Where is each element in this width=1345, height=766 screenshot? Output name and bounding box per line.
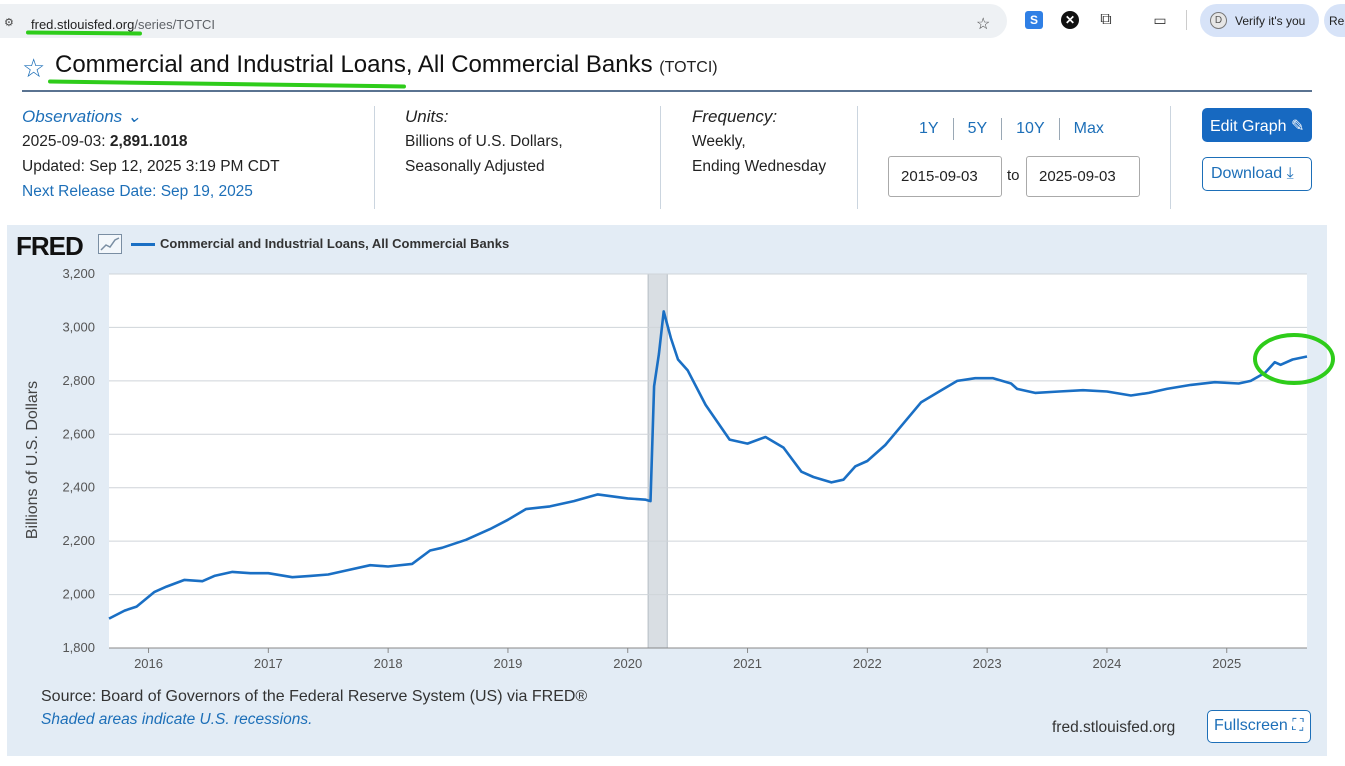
verify-label: Verify it's you — [1235, 14, 1306, 28]
divider — [660, 106, 661, 209]
url-text[interactable]: fred.stlouisfed.org/series/TOTCI — [31, 17, 215, 32]
divider — [1170, 106, 1171, 209]
fred-logo: FRED — [16, 231, 84, 261]
latest-observation: 2025-09-03: 2,891.1018 — [22, 129, 280, 154]
browser-toolbar: ⚙ fred.stlouisfed.org/series/TOTCI ☆ S ✕… — [0, 0, 1345, 42]
verify-profile-button[interactable]: D Verify it's you — [1200, 4, 1319, 37]
y-tick-label: 2,600 — [62, 426, 95, 441]
plot-area — [109, 274, 1307, 648]
divider — [374, 106, 375, 209]
units-heading: Units: — [405, 107, 449, 126]
x-tick-label: 2016 — [134, 656, 163, 671]
fullscreen-button[interactable]: Fullscreen ⛶ — [1207, 710, 1311, 743]
s-extension-icon[interactable]: S — [1025, 11, 1043, 29]
units-line2: Seasonally Adjusted — [405, 158, 545, 175]
fullscreen-label: Fullscreen — [1214, 717, 1288, 734]
frequency-block: Frequency: Weekly, Ending Wednesday — [692, 104, 826, 179]
y-tick-label: 2,000 — [62, 587, 95, 602]
next-release-link[interactable]: Next Release Date: Sep 19, 2025 — [22, 183, 253, 200]
x-tick-label: 2021 — [733, 656, 762, 671]
cast-icon[interactable]: ▭ — [1153, 11, 1167, 28]
x-tick-label: 2017 — [254, 656, 283, 671]
toolbar-divider — [1186, 10, 1187, 30]
to-label: to — [1007, 167, 1020, 184]
annotation-circle — [1253, 333, 1335, 385]
page-title: Commercial and Industrial Loans, All Com… — [55, 51, 718, 79]
observations-heading: Observations — [22, 107, 123, 126]
y-tick-label: 2,400 — [62, 480, 95, 495]
favorite-star-icon[interactable]: ☆ — [22, 53, 46, 83]
range-max-button[interactable]: Max — [1073, 120, 1104, 137]
x-tick-label: 2023 — [973, 656, 1002, 671]
grid — [109, 273, 1307, 649]
frequency-heading: Frequency: — [692, 107, 778, 126]
divider — [857, 106, 858, 209]
x-tick-label: 2025 — [1212, 656, 1241, 671]
observations-toggle[interactable]: Observations ⌄ — [22, 104, 280, 129]
edit-graph-button[interactable]: Edit Graph ✎ — [1202, 108, 1312, 142]
updated-text: Updated: Sep 12, 2025 3:19 PM CDT — [22, 158, 280, 175]
source-text: Source: Board of Governors of the Federa… — [41, 688, 588, 705]
edit-icon: ✎ — [1290, 118, 1305, 135]
observations-block: Observations ⌄ 2025-09-03: 2,891.1018 Up… — [22, 104, 280, 204]
end-date-input[interactable]: 2025-09-03 — [1026, 156, 1140, 197]
recession-note: Shaded areas indicate U.S. recessions. — [41, 711, 313, 728]
extensions-puzzle-icon[interactable]: ⧉ — [1100, 11, 1112, 28]
edit-graph-label: Edit Graph — [1210, 118, 1287, 135]
units-block: Units: Billions of U.S. Dollars, Seasona… — [405, 104, 563, 179]
download-label: Download — [1211, 165, 1283, 182]
frequency-line1: Weekly, — [692, 133, 746, 150]
address-bar[interactable]: ⚙ fred.stlouisfed.org/series/TOTCI ☆ — [0, 4, 1007, 38]
x-extension-icon[interactable]: ✕ — [1061, 11, 1079, 29]
series-title: Commercial and Industrial Loans, All Com… — [55, 51, 653, 78]
y-tick-label: 2,200 — [62, 533, 95, 548]
legend-label: Commercial and Industrial Loans, All Com… — [160, 236, 510, 251]
title-divider — [22, 90, 1312, 92]
range-1y-button[interactable]: 1Y — [905, 118, 954, 140]
range-buttons: 1Y 5Y 10Y Max — [905, 118, 1118, 140]
avatar: D — [1210, 12, 1227, 29]
download-button[interactable]: Download ⤓ — [1202, 157, 1312, 191]
bookmark-star-icon[interactable]: ☆ — [976, 16, 991, 33]
range-5y-button[interactable]: 5Y — [954, 118, 1003, 140]
observation-value: 2,891.1018 — [109, 133, 188, 150]
url-path: /series/TOTCI — [134, 17, 216, 32]
range-10y-button[interactable]: 10Y — [1002, 118, 1060, 140]
y-tick-label: 3,200 — [62, 266, 95, 281]
frequency-line2: Ending Wednesday — [692, 158, 827, 175]
x-tick-label: 2019 — [493, 656, 522, 671]
axis-ticks: 1,800 2,000 2,200 2,400 2,600 2,800 3,000 3,200… — [62, 266, 1307, 671]
x-tick-label: 2020 — [613, 656, 642, 671]
logo-chart-icon — [98, 234, 122, 254]
chevron-down-icon: ⌄ — [126, 107, 142, 126]
observation-date: 2025-09-03: — [22, 133, 106, 150]
download-icon: ⤓ — [1286, 165, 1294, 182]
x-tick-label: 2018 — [374, 656, 403, 671]
fred-url-text: fred.stlouisfed.org — [1052, 719, 1176, 736]
url-host: fred.stlouisfed.org — [31, 17, 135, 32]
series-line — [108, 310, 1308, 620]
series-lines — [108, 310, 1308, 620]
extra-toolbar-button[interactable]: Re — [1324, 4, 1345, 37]
x-tick-label: 2022 — [853, 656, 882, 671]
x-tick-label: 2024 — [1092, 656, 1121, 671]
y-tick-label: 2,800 — [62, 373, 95, 388]
y-tick-label: 1,800 — [62, 640, 95, 655]
start-date-input[interactable]: 2015-09-03 — [888, 156, 1002, 197]
units-line1: Billions of U.S. Dollars, — [405, 133, 563, 150]
series-code: (TOTCI) — [659, 59, 718, 76]
site-info-icon[interactable]: ⚙ — [4, 17, 14, 29]
y-tick-label: 3,000 — [62, 319, 95, 334]
legend-swatch — [131, 243, 155, 246]
fullscreen-icon: ⛶ — [1292, 717, 1304, 734]
